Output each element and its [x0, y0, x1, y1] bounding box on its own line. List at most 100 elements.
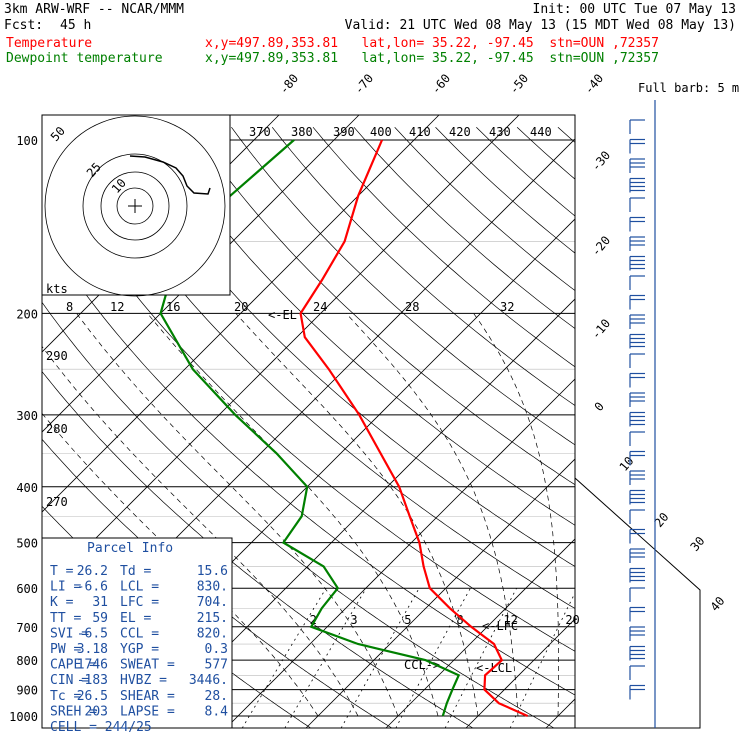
parcel-row-key: HVBZ =	[120, 673, 167, 688]
parcel-row-key: SVI =	[50, 626, 89, 641]
dry-adiabat-line	[42, 154, 575, 652]
isotherm-tick-label: -60	[429, 71, 454, 97]
theta-tick-label: 380	[291, 125, 313, 139]
dry-adiabat-line	[353, 126, 575, 329]
parcel-row-key: T =	[50, 564, 74, 579]
dry-adiabat-line	[271, 126, 575, 406]
moist-adiabat-line	[76, 313, 399, 717]
parcel-row-value: 820.	[197, 626, 228, 641]
isotherm-tick-label: -80	[277, 71, 302, 97]
speed-tick-label: 16	[166, 300, 180, 314]
dry-adiabat-line	[435, 126, 575, 254]
parcel-info-box: Parcel Info T = 26.2 Td = 15.6 LI =-6.6 LCL = 8…	[41, 537, 233, 735]
parcel-row-value: 3446.	[189, 673, 228, 688]
pressure-tick-label: 100	[16, 134, 38, 148]
isotherm-tick-label: -40	[582, 71, 607, 97]
pressure-tick-label: 600	[16, 582, 38, 596]
theta-tick-label: 370	[249, 125, 271, 139]
parcel-row-value: 28.	[205, 689, 228, 704]
init-time: Init: 00 UTC Tue 07 May 13	[532, 2, 737, 17]
speed-tick-label: 24	[313, 300, 327, 314]
hodograph-ring	[100, 171, 170, 241]
parcel-row-key: LCL =	[120, 580, 159, 595]
theta-tick-label: 420	[449, 125, 471, 139]
hodograph-ring	[44, 115, 226, 297]
isotherm-tick-label: 40	[708, 594, 728, 614]
mixing-ratio-line	[284, 587, 367, 728]
parcel-row-value: 830.	[197, 580, 228, 595]
isotherm-line	[385, 538, 575, 728]
legend-dewpoint-info: x,y=497.89,353.81 lat,lon= 35.22, -97.45…	[205, 51, 659, 66]
isotherm-tick-label: -50	[507, 71, 532, 97]
speed-tick-label: 28	[405, 300, 419, 314]
wind-barb-legend: Full barb: 5 m s⁻¹	[638, 81, 740, 95]
pressure-tick-label: 200	[16, 307, 38, 321]
pressure-tick-label: 800	[16, 654, 38, 668]
parcel-row-key: TT =	[50, 611, 81, 626]
parcel-row-value: 26.5	[77, 689, 108, 704]
dry-adiabat-line	[108, 127, 575, 567]
speed-tick-label: 12	[110, 300, 124, 314]
isotherm-line	[706, 115, 740, 728]
parcel-row-value: 31	[92, 595, 108, 610]
parcel-row-key: CAPE =	[50, 658, 97, 673]
dry-adiabat-line	[190, 127, 575, 486]
moist-adiabat-line	[147, 313, 439, 717]
parcel-row-key: SWEAT =	[120, 658, 175, 673]
parcel-row-value: 26.2	[77, 564, 108, 579]
moist-adiabat-line	[345, 313, 519, 717]
pressure-tick-label: 1000	[9, 710, 38, 724]
parcel-row-key: SHEAR =	[120, 689, 175, 704]
parcel-row-key: CCL =	[120, 626, 159, 641]
parcel-row-value: 59	[92, 611, 108, 626]
pressure-tick-label: 300	[16, 409, 38, 423]
mixing-ratio-tick-label: 5	[404, 613, 411, 627]
temperature-line	[299, 139, 529, 718]
mixing-ratio-tick-label: 12	[503, 613, 517, 627]
isotherm-tick-label: -20	[589, 233, 614, 259]
parcel-row-key: K =	[50, 595, 74, 610]
isotherm-line	[626, 115, 740, 728]
theta-low-tick-label: 280	[46, 422, 68, 436]
moist-adiabat-line	[42, 412, 319, 717]
moist-adiabat-line	[593, 313, 612, 716]
mixing-ratio-line	[509, 592, 575, 728]
legend-dewpoint: Dewpoint temperature	[6, 51, 163, 66]
wind-barbs: Full barb: 5 m s⁻¹	[629, 81, 740, 728]
mixing-ratio-line	[340, 587, 420, 728]
parcel-row-key: CIN =	[50, 673, 89, 688]
valid-time: Valid: 21 UTC Wed 08 May 13 (15 MDT Wed …	[344, 18, 736, 33]
dry-adiabat-line	[231, 126, 575, 446]
parcel-row-key: LAPSE =	[120, 704, 175, 719]
parcel-row-key: Td =	[120, 564, 151, 579]
mixing-ratio-tick-label: 3	[350, 613, 357, 627]
isotherm-line	[465, 618, 575, 728]
parcel-row-key: LI =	[50, 580, 81, 595]
model-title: 3km ARW-WRF -- NCAR/MMM	[4, 2, 185, 17]
isotherm-tick-label: 30	[688, 534, 708, 554]
legend-temperature-info: x,y=497.89,353.81 lat,lon= 35.22, -97.45…	[205, 36, 659, 51]
theta-low-tick-label: 290	[46, 349, 68, 363]
theta-tick-label: 400	[370, 125, 392, 139]
moist-adiabat-line	[42, 345, 359, 717]
mixing-ratio-tick-label: 20	[565, 613, 579, 627]
isotherm-line	[145, 298, 575, 728]
theta-tick-label: 410	[409, 125, 431, 139]
theta-low-tick-label: 270	[46, 495, 68, 509]
theta-tick-label: 430	[489, 125, 511, 139]
pressure-tick-label: 900	[16, 684, 38, 698]
hodograph-ring	[82, 153, 188, 259]
parcel-info-panel	[41, 537, 233, 729]
parcel-row-value: 15.6	[197, 564, 228, 579]
isotherm-tick-label: -10	[589, 316, 614, 342]
parcel-row-key: SREH =	[50, 704, 97, 719]
speed-tick-label: 8	[66, 300, 73, 314]
legend-temperature: Temperature	[6, 36, 93, 51]
parcel-row-value: 3.18	[77, 642, 108, 657]
speed-tick-label: 32	[500, 300, 514, 314]
hodograph-ring	[116, 187, 154, 225]
dry-adiabat-line	[599, 127, 740, 728]
parcel-row-key: EL =	[120, 611, 151, 626]
